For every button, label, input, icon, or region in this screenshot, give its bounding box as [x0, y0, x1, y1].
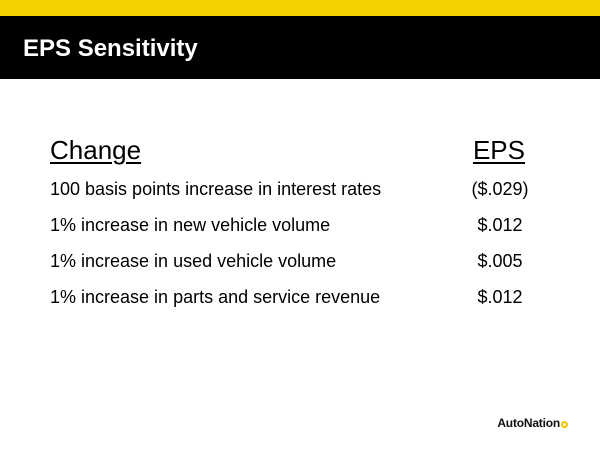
- table-row: 1% increase in used vehicle volume $.005: [50, 243, 530, 279]
- row-eps-value: ($.029): [471, 179, 529, 199]
- column-header-change: Change: [50, 135, 142, 165]
- row-change-label: 1% increase in used vehicle volume: [50, 251, 337, 271]
- row-change-label: 1% increase in new vehicle volume: [50, 215, 331, 235]
- table-header-row: Change EPS: [50, 133, 530, 171]
- slide-title: EPS Sensitivity: [23, 35, 198, 62]
- table-row: 100 basis points increase in interest ra…: [50, 171, 530, 207]
- row-eps-value: $.012: [477, 215, 523, 235]
- row-change-label: 100 basis points increase in interest ra…: [50, 179, 382, 199]
- row-eps-value: $.005: [477, 251, 523, 271]
- column-header-eps: EPS: [472, 135, 525, 165]
- autonation-logo: AutoNation: [497, 414, 568, 432]
- title-bar: [0, 16, 600, 79]
- row-change-label: 1% increase in parts and service revenue: [50, 287, 381, 307]
- eps-sensitivity-table: Change EPS 100 basis points increase in …: [50, 133, 530, 315]
- logo-wordmark: AutoNation: [497, 416, 560, 430]
- row-eps-value: $.012: [477, 287, 523, 307]
- table-row: 1% increase in new vehicle volume $.012: [50, 207, 530, 243]
- table-row: 1% increase in parts and service revenue…: [50, 279, 530, 315]
- logo-ring-icon: [561, 421, 568, 428]
- top-accent-stripe: [0, 0, 600, 16]
